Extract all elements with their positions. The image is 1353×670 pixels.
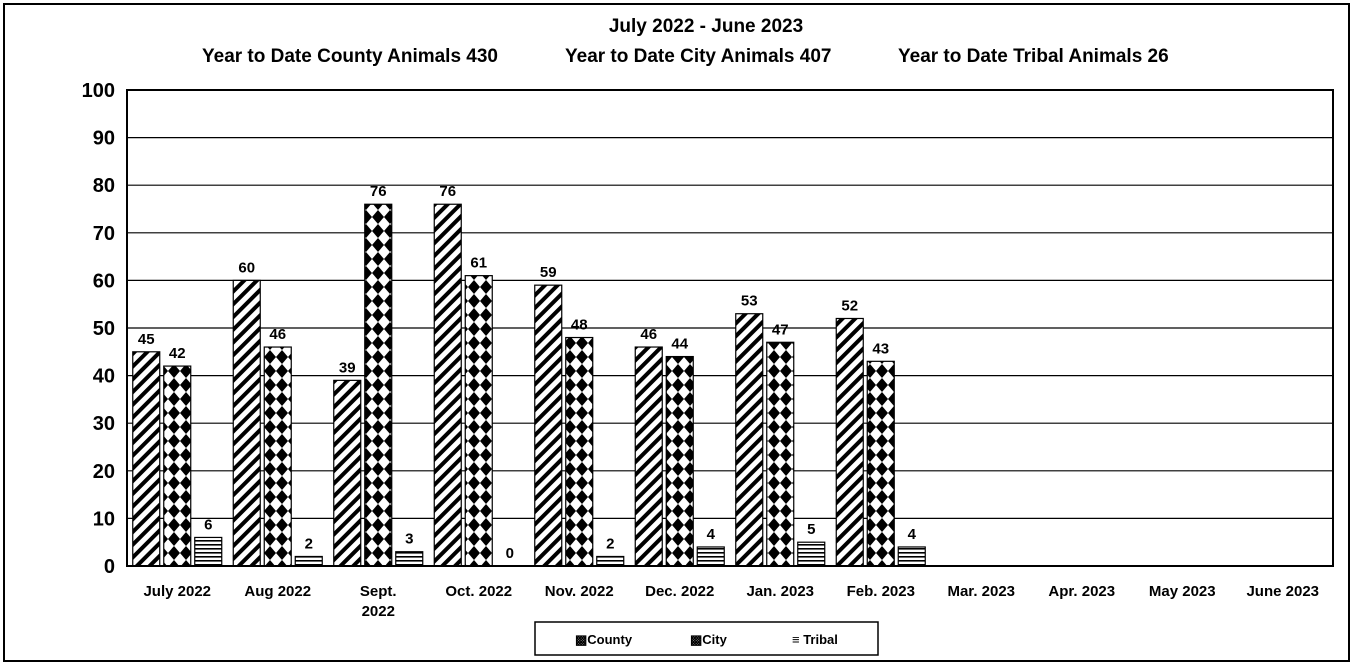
data-label-tribal: 3 <box>405 531 413 548</box>
bar-county <box>132 351 161 567</box>
x-tick-label: July 2022 <box>143 583 211 600</box>
x-tick-label: Mar. 2023 <box>947 583 1015 600</box>
bar-tribal <box>596 555 625 567</box>
data-label-tribal: 2 <box>305 535 313 552</box>
bar-tribal <box>294 555 323 567</box>
bars <box>132 203 926 567</box>
bar-city <box>665 355 694 567</box>
bar-tribal <box>696 546 725 567</box>
data-label-tribal: 4 <box>908 526 917 543</box>
data-label-tribal: 6 <box>204 516 212 533</box>
y-axis-ticks: 0 10 20 30 40 50 60 70 80 90 100 <box>82 80 115 578</box>
data-label-tribal: 0 <box>506 545 514 562</box>
x-tick-label: Jan. 2023 <box>746 583 814 600</box>
data-label-county: 76 <box>439 183 456 200</box>
chart-title: July 2022 - June 2023 <box>609 16 803 37</box>
bar-tribal <box>194 536 223 567</box>
y-tick-label: 50 <box>93 318 115 340</box>
x-tick-label: Nov. 2022 <box>545 583 614 600</box>
y-tick-label: 90 <box>93 128 115 150</box>
y-tick-label: 0 <box>104 556 115 578</box>
data-label-city: 43 <box>872 340 889 357</box>
bar-county <box>534 284 563 567</box>
outer-border <box>3 3 1350 662</box>
bar-city <box>464 275 493 567</box>
bar-tribal <box>897 546 926 567</box>
x-tick-label: 2022 <box>362 603 395 620</box>
x-axis-ticks: July 2022 Aug 2022 Sept. 2022 Oct. 2022 Nov. … <box>143 583 1319 620</box>
x-tick-label: May 2023 <box>1149 583 1216 600</box>
legend-item-city: ▩City <box>690 632 728 647</box>
data-label-county: 46 <box>640 326 657 343</box>
data-label-county: 59 <box>540 264 557 281</box>
plot-area-border <box>126 89 1334 567</box>
legend-item-tribal: ≡ Tribal <box>792 632 838 647</box>
bar-county <box>735 313 764 567</box>
bar-city <box>163 365 192 567</box>
bar-city <box>364 203 393 567</box>
x-tick-label: Aug 2022 <box>244 583 311 600</box>
y-tick-label: 20 <box>93 461 115 483</box>
data-label-city: 42 <box>169 345 186 362</box>
x-tick-label: June 2023 <box>1246 583 1319 600</box>
gridlines <box>127 89 1333 567</box>
data-label-tribal: 5 <box>807 521 815 538</box>
bar-city <box>565 336 594 567</box>
x-tick-label: Dec. 2022 <box>645 583 714 600</box>
data-label-city: 76 <box>370 183 387 200</box>
data-label-tribal: 4 <box>707 526 716 543</box>
bar-county <box>232 279 261 567</box>
subtitle-county-total: Year to Date County Animals 430 <box>202 46 498 67</box>
x-tick-label: Apr. 2023 <box>1048 583 1115 600</box>
y-tick-label: 40 <box>93 366 115 388</box>
data-label-county: 45 <box>138 331 155 348</box>
subtitle-city-total: Year to Date City Animals 407 <box>565 46 831 67</box>
legend: ▩County ▩City ≡ Tribal <box>534 621 879 656</box>
data-label-city: 61 <box>470 255 487 272</box>
bar-city <box>766 341 795 567</box>
y-tick-label: 60 <box>93 270 115 292</box>
data-label-county: 60 <box>238 259 255 276</box>
y-tick-label: 10 <box>93 508 115 530</box>
y-tick-label: 70 <box>93 223 115 245</box>
data-label-tribal: 2 <box>606 535 614 552</box>
data-label-county: 53 <box>741 293 758 310</box>
x-tick-label: Sept. <box>360 583 397 600</box>
subtitle-tribal-total: Year to Date Tribal Animals 26 <box>898 46 1169 67</box>
bar-county <box>333 379 362 567</box>
bar-county <box>433 203 462 567</box>
data-label-county: 52 <box>841 297 858 314</box>
bar-city <box>263 346 292 567</box>
bar-county <box>835 317 864 567</box>
data-label-city: 48 <box>571 317 588 334</box>
legend-item-county: ▩County <box>575 632 633 647</box>
data-label-city: 44 <box>671 336 688 353</box>
bar-tribal <box>395 551 424 567</box>
bar-city <box>866 360 895 567</box>
y-tick-label: 100 <box>82 80 115 102</box>
data-label-city: 46 <box>269 326 286 343</box>
bar-county <box>634 346 663 567</box>
legend-box <box>534 621 879 656</box>
x-tick-label: Feb. 2023 <box>847 583 915 600</box>
y-tick-label: 80 <box>93 175 115 197</box>
y-tick-label: 30 <box>93 413 115 435</box>
x-tick-label: Oct. 2022 <box>445 583 512 600</box>
data-label-city: 47 <box>772 321 789 338</box>
bar-tribal <box>797 541 826 567</box>
data-label-county: 39 <box>339 359 356 376</box>
